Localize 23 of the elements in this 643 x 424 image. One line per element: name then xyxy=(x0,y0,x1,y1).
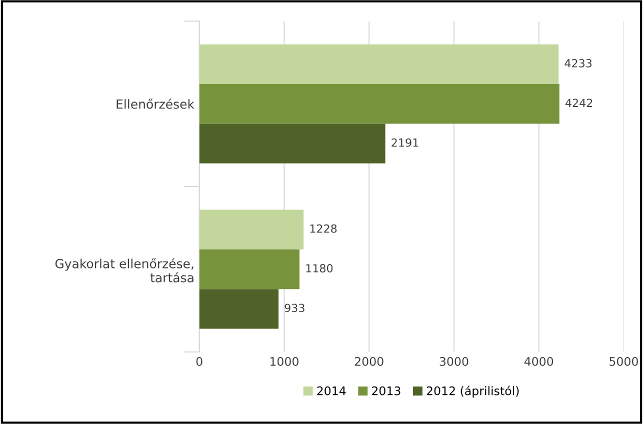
bar xyxy=(199,289,279,329)
data-label: 4242 xyxy=(565,98,592,107)
data-label: 1228 xyxy=(310,224,337,233)
data-label: 4233 xyxy=(564,59,592,68)
x-tick-label: 3000 xyxy=(440,356,468,366)
x-tick-label: 4000 xyxy=(524,356,554,366)
bar xyxy=(199,44,559,84)
y-tick-label: Ellenőrzések xyxy=(116,98,194,109)
legend-label: 2013 xyxy=(372,386,400,396)
legend-label: 2012 (áprilistól) xyxy=(426,386,519,398)
data-label: 933 xyxy=(284,304,304,312)
bar xyxy=(199,210,304,250)
y-tick-label: Gyakorlat ellenőrzése, tartása xyxy=(55,258,194,282)
bar xyxy=(199,84,560,124)
x-tick-label: 0 xyxy=(196,356,202,366)
x-tick-label: 2000 xyxy=(354,356,384,366)
x-tick-label: 5000 xyxy=(610,356,638,366)
data-label: 2191 xyxy=(392,138,418,147)
legend-label: 2014 xyxy=(317,386,346,396)
bar xyxy=(199,124,386,164)
bar xyxy=(199,249,300,290)
data-label: 1180 xyxy=(306,264,333,272)
x-tick-label: 1000 xyxy=(270,356,298,366)
